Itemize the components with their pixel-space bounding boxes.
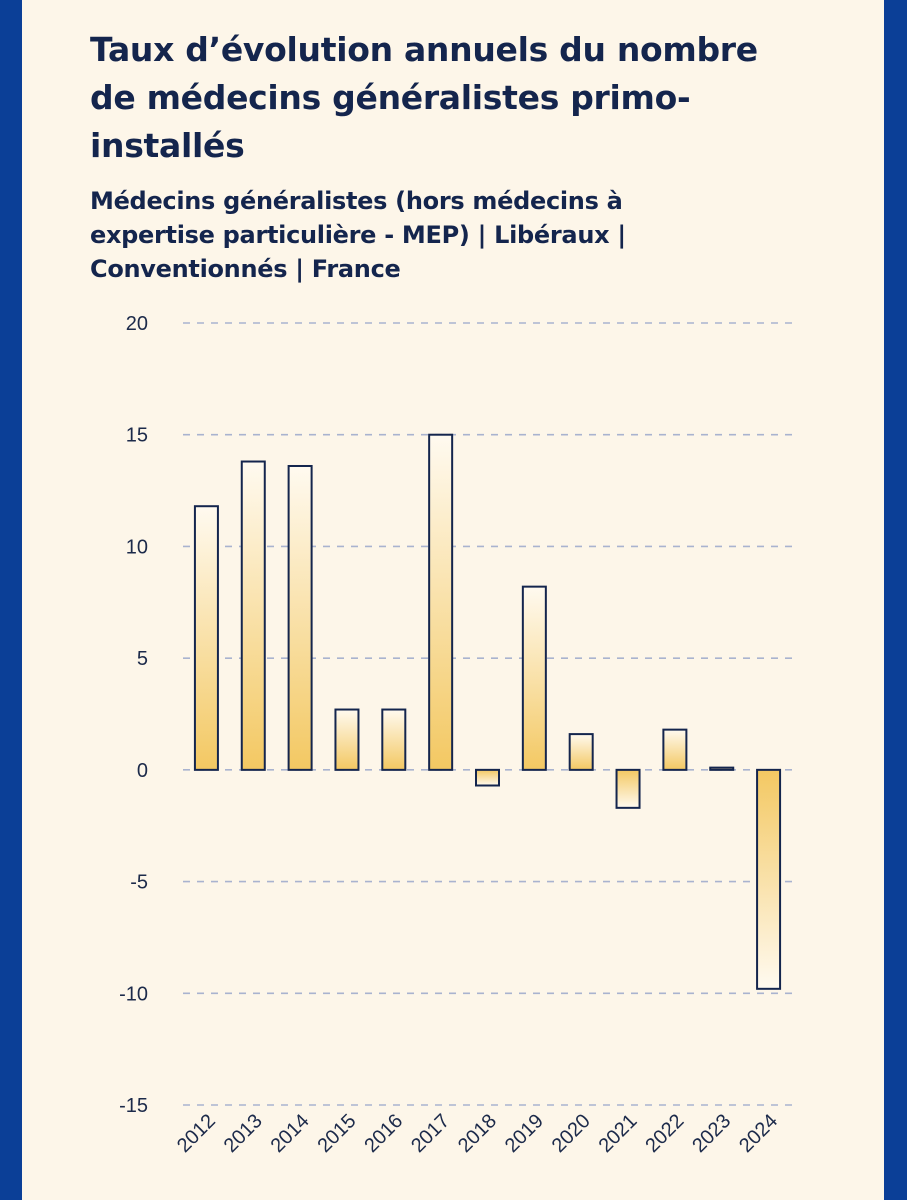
y-tick-label: -5	[130, 872, 148, 894]
bar-2012[interactable]	[193, 505, 219, 771]
y-tick-label: 5	[137, 648, 148, 670]
chart-subtitle: Médecins généralistes (hors médecins à e…	[90, 187, 626, 283]
x-tick-label: 2014	[267, 1110, 314, 1157]
y-tick-label: -15	[119, 1095, 148, 1117]
x-axis-ticks: 2012 2013 2014 2015 2016 2017 2018 2019 2020 2021…	[173, 1110, 782, 1157]
x-tick-label: 2022	[641, 1110, 688, 1157]
bar-2014[interactable]	[287, 464, 313, 771]
x-tick-label: 2020	[548, 1110, 595, 1157]
chart-title: Taux d’évolution annuels du nombre de mé…	[90, 30, 758, 165]
x-tick-label: 2017	[407, 1110, 454, 1157]
bar-2024[interactable]	[756, 768, 782, 990]
x-tick-label: 2018	[454, 1110, 501, 1157]
y-tick-label: 10	[126, 536, 148, 558]
bar-2017[interactable]	[428, 433, 454, 771]
y-axis-ticks: 20 15 10 5 0 -5 -10 -15	[119, 313, 148, 1117]
x-tick-label: 2023	[688, 1110, 735, 1157]
bar-2019[interactable]	[521, 585, 547, 771]
bar-2023[interactable]	[709, 766, 735, 771]
grid-lines	[183, 322, 792, 1106]
x-tick-label: 2013	[220, 1110, 267, 1157]
x-tick-label: 2024	[735, 1110, 782, 1157]
y-tick-label: 15	[126, 425, 148, 447]
bar-2016[interactable]	[381, 708, 407, 771]
x-tick-label: 2016	[360, 1110, 407, 1157]
y-tick-label: 0	[137, 760, 148, 782]
bar-2018[interactable]	[475, 768, 500, 787]
chart-card: Taux d’évolution annuels du nombre de mé…	[22, 0, 884, 1200]
x-tick-label: 2012	[173, 1110, 220, 1157]
x-tick-label: 2015	[313, 1110, 360, 1157]
y-tick-label: -10	[119, 983, 148, 1005]
bar-2013[interactable]	[240, 460, 266, 771]
x-tick-label: 2021	[595, 1110, 642, 1157]
x-tick-label: 2019	[501, 1110, 548, 1157]
bar-2021[interactable]	[615, 768, 641, 809]
bars	[193, 433, 782, 990]
bar-2020[interactable]	[568, 733, 594, 771]
y-tick-label: 20	[126, 313, 148, 335]
bar-2022[interactable]	[662, 728, 688, 771]
bar-2015[interactable]	[334, 708, 360, 771]
